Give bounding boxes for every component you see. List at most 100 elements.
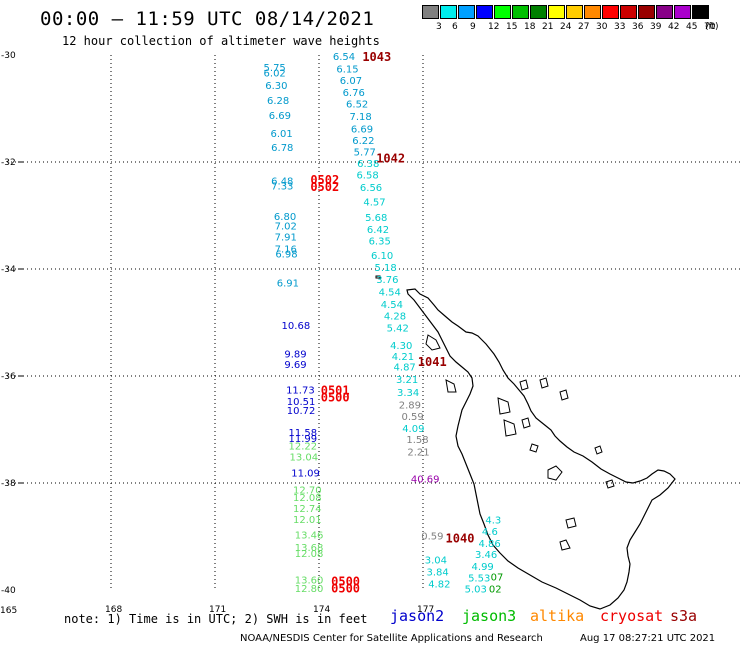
wave-height-value: 10.51 [287, 397, 316, 408]
satellite-altika: altika [530, 607, 585, 625]
legend-swatch [476, 5, 493, 19]
latitude-label: -30 [1, 51, 16, 61]
wave-height-value: 6.80 [274, 212, 296, 223]
legend-swatch [620, 5, 637, 19]
legend-swatch [458, 5, 475, 19]
wave-height-value: 4.6 [482, 527, 498, 538]
legend-label: 42 [668, 22, 680, 32]
wave-height-value: 6.91 [277, 278, 299, 289]
wave-height-value: 13.04 [290, 452, 319, 463]
legend-swatch [602, 5, 619, 19]
satellite-cryosat: cryosat [600, 607, 664, 625]
wave-height-value: 13.60 [295, 575, 324, 586]
legend-swatch [422, 5, 439, 19]
wave-height-value: 5.68 [365, 213, 387, 224]
legend-swatch [692, 5, 709, 19]
legend-label: 30 [596, 22, 608, 32]
longitude-label: 165 [0, 606, 17, 616]
wave-height-value: 0.59 [402, 412, 424, 423]
wave-height-value: 2.89 [399, 400, 421, 411]
wave-height-value: 6.69 [351, 124, 373, 135]
map-title: 00:00 – 11:59 UTC 08/14/2021 [40, 8, 375, 30]
wave-height-value: 6.15 [336, 64, 358, 75]
north-island-outline [406, 288, 676, 610]
legend-unit: (ft) [705, 22, 719, 32]
wave-height-value: 02 [489, 584, 502, 595]
wave-height-value: 4.21 [392, 352, 414, 363]
wave-height-value: 4.57 [363, 198, 385, 209]
wave-height-value: 7.91 [275, 232, 297, 243]
wave-height-value: 6.69 [269, 111, 291, 122]
legend-swatch [638, 5, 655, 19]
wave-height-value: 4.3 [485, 515, 501, 526]
wave-height-value: 12.70 [293, 485, 322, 496]
legend-label: 3 [436, 22, 442, 32]
wave-height-value: 6.42 [367, 225, 389, 236]
wave-height-value: 6.58 [356, 170, 378, 181]
legend-swatch [548, 5, 565, 19]
axis-tick-labels: -30 -32 -34 -36 -38 -40 165 168 171 174 177 [0, 51, 434, 616]
latitude-label: -40 [1, 586, 16, 596]
wave-height-value: 11.09 [291, 468, 320, 479]
wave-height-value: 6.56 [360, 183, 382, 194]
longitude-label: 171 [209, 605, 226, 615]
wave-height-value: 40.69 [411, 475, 440, 486]
wave-height-value: 3.84 [426, 567, 448, 578]
wave-height-value: 9.89 [284, 350, 306, 361]
satellite-jason3: jason3 [462, 607, 517, 625]
pass-time-label: 0500 [331, 581, 360, 595]
legend-label: 70 [704, 22, 716, 32]
wave-height-value: 5.42 [387, 323, 409, 334]
legend-label: 18 [524, 22, 536, 32]
wave-height-value: 4.99 [472, 562, 494, 573]
legend-swatch [440, 5, 457, 19]
latitude-label: -32 [1, 158, 16, 168]
pass-time-label: 0501 [321, 383, 350, 397]
wave-height-value: 4.54 [379, 287, 401, 298]
wave-height-value: 6.38 [357, 159, 379, 170]
legend-swatch [656, 5, 673, 19]
legend-swatch [566, 5, 583, 19]
wave-height-value: 6.76 [343, 88, 365, 99]
legend-label: 24 [560, 22, 572, 32]
legend-label: 39 [650, 22, 662, 32]
legend-label: 33 [614, 22, 626, 32]
longitude-label: 168 [105, 605, 122, 615]
legend-label: 12 [488, 22, 500, 32]
wave-height-value: 6.98 [275, 249, 297, 260]
new-zealand-coastline [375, 275, 676, 610]
wave-height-value: 4.86 [478, 539, 500, 550]
wave-height-value: 13.46 [295, 530, 324, 541]
wave-height-value: 10.72 [287, 406, 316, 417]
wave-height-value: 5.18 [374, 263, 396, 274]
wave-height-value: 4.87 [394, 362, 416, 373]
pass-time-label: 1042 [376, 152, 405, 166]
wave-height-value: 11.99 [288, 434, 317, 445]
wave-height-value: 6.10 [371, 251, 393, 262]
wave-height-value: 10.68 [282, 321, 311, 332]
wave-height-value: 9.69 [284, 360, 306, 371]
wave-height-value: 4.30 [390, 341, 412, 352]
harbour-inlet [425, 334, 517, 437]
legend-swatch [530, 5, 547, 19]
pass-time-label: 1041 [418, 355, 447, 369]
wave-height-value: 11.73 [286, 385, 315, 396]
wave-height-value: 6.52 [346, 100, 368, 111]
wave-height-value: 13.68 [295, 543, 324, 554]
wave-height-value: 5.53 [468, 574, 490, 585]
wave-height-value: 6.30 [265, 81, 287, 92]
credit-line: NOAA/NESDIS Center for Satellite Applica… [240, 633, 543, 644]
wave-height-value: 6.35 [369, 237, 391, 248]
longitude-label: 174 [313, 605, 330, 615]
legend-label: 45 [686, 22, 698, 32]
satellite-jason2: jason2 [390, 607, 445, 625]
latitude-label: -34 [1, 265, 16, 275]
pass-time-label: 0502 [310, 180, 339, 194]
wave-height-value: 6.48 [271, 177, 293, 188]
wave-height-value: 3.34 [397, 388, 419, 399]
wave-height-value: 7.33 [271, 182, 293, 193]
wave-height-value: 6.54 [333, 52, 355, 63]
legend-swatch [512, 5, 529, 19]
latitude-label: -38 [1, 479, 16, 489]
legend-swatch [494, 5, 511, 19]
